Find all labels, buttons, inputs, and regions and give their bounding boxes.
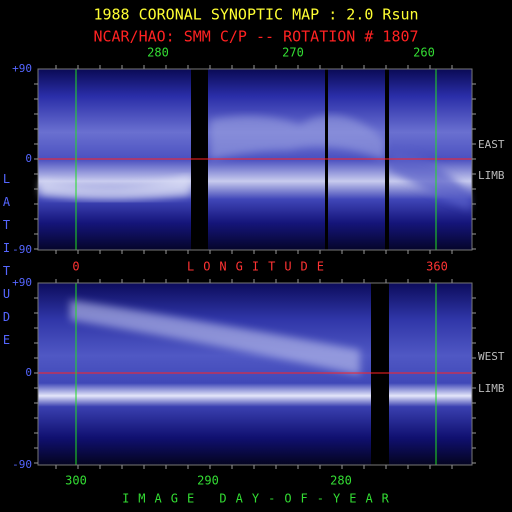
latitude-tick-label: -90 <box>12 458 32 471</box>
side-label: EAST <box>478 138 505 151</box>
longitude-label: LONGITUDE <box>187 260 333 274</box>
side-label: LIMB <box>478 169 505 182</box>
top-map <box>37 68 473 251</box>
latitude-tick-label: 0 <box>25 366 32 379</box>
side-label: WEST <box>478 350 505 363</box>
latitude-tick-label: 0 <box>25 152 32 165</box>
day-of-year-label: IMAGE DAY-OF-YEAR <box>122 492 398 506</box>
longitude-end: 360 <box>426 260 448 274</box>
longitude-start: 0 <box>72 260 79 274</box>
top-axis-label: 270 <box>282 46 304 60</box>
latitude-tick-label: -90 <box>12 243 32 256</box>
top-axis-label: 260 <box>413 46 435 60</box>
latitude-tick-label: +90 <box>12 62 32 75</box>
latitude-tick-label: +90 <box>12 276 32 289</box>
bottom-map <box>37 282 473 466</box>
latitude-label: LATITUDE <box>0 172 14 356</box>
subtitle: NCAR/HAO: SMM C/P -- ROTATION # 1807 <box>93 28 418 46</box>
bottom-axis-label: 300 <box>65 474 87 488</box>
bottom-axis-label: 280 <box>330 474 352 488</box>
top-axis-label: 280 <box>147 46 169 60</box>
title: 1988 CORONAL SYNOPTIC MAP : 2.0 Rsun <box>93 6 418 24</box>
side-label: LIMB <box>478 382 505 395</box>
bottom-axis-label: 290 <box>197 474 219 488</box>
